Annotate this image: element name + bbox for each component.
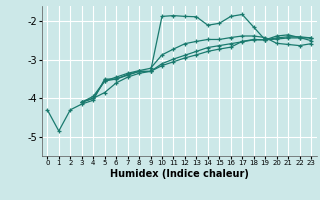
X-axis label: Humidex (Indice chaleur): Humidex (Indice chaleur) — [110, 169, 249, 179]
